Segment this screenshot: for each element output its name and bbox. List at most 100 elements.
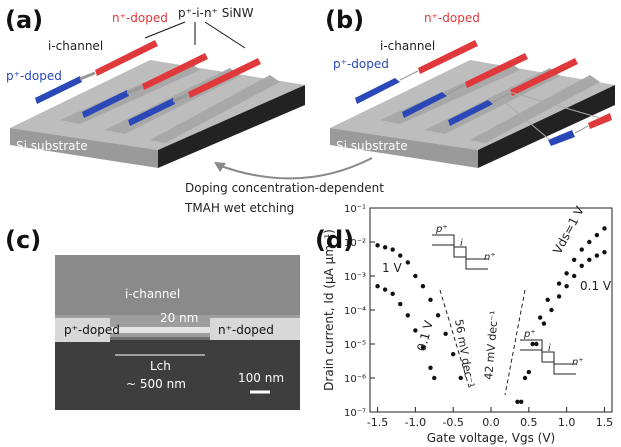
data-point: [522, 375, 528, 381]
data-point: [564, 284, 569, 289]
label: 100 nm: [238, 371, 284, 385]
y-tick-label: 10⁻⁶: [344, 374, 366, 385]
panel-label: (a): [5, 6, 43, 34]
label: n⁺-doped: [112, 11, 168, 25]
label: p⁺-doped: [333, 57, 389, 71]
data-point: [435, 313, 441, 318]
x-tick-label: -1.5: [367, 416, 388, 429]
band-diagram: [520, 339, 576, 375]
chart: -1.5 -1.0 -0.5 0.0 0.5 1.0 1.5 10⁻⁷ 10⁻⁶ 10⁻⁵ 10⁻⁴…: [322, 203, 613, 445]
data-point: [515, 399, 520, 404]
data-point: [382, 245, 388, 250]
data-point: [390, 291, 395, 296]
data-point: [587, 239, 592, 245]
data-point: [390, 247, 395, 252]
label: p⁺-i-n⁺ SiNW: [178, 6, 254, 20]
label: p⁺-doped: [6, 69, 62, 83]
data-point: [587, 257, 592, 262]
fit-line: [439, 289, 471, 391]
inset-label: n⁺: [484, 252, 496, 263]
data-point: [405, 260, 411, 265]
x-tick-label: 0.5: [520, 416, 538, 429]
data-point: [545, 297, 550, 302]
data-point: [541, 321, 547, 326]
x-tick-label: -1.0: [405, 416, 426, 429]
data-point: [549, 307, 554, 313]
data-point: [458, 375, 463, 381]
process-arrow: [217, 157, 373, 180]
data-point: [405, 313, 411, 318]
panel-c: (c) i-channel 20 nm p⁺-doped n⁺-doped Lc…: [5, 226, 300, 410]
label: Lch: [150, 359, 171, 373]
y-tick-label: 10⁻¹: [344, 204, 366, 215]
x-tick-label: -0.5: [442, 416, 463, 429]
label: 20 nm: [160, 311, 198, 325]
y-tick-label: 10⁻⁵: [344, 340, 366, 351]
inset-label: i: [548, 343, 551, 354]
label: ~ 500 nm: [126, 377, 186, 391]
data-point: [556, 281, 562, 286]
panel-label: (c): [5, 226, 41, 254]
inset-label: p⁺: [523, 329, 536, 340]
y-axis-label: Drain current, Id (μA μm⁻¹): [322, 229, 336, 391]
y-tick-label: 10⁻⁴: [344, 306, 366, 317]
data-point: [519, 399, 524, 404]
data-point: [571, 257, 577, 262]
y-tick-label: 10⁻³: [344, 272, 366, 283]
data-point: [602, 226, 607, 231]
data-point: [443, 331, 448, 336]
panel-label: (d): [315, 226, 354, 254]
data-point: [398, 253, 403, 258]
data-point: [534, 341, 539, 347]
panel-a: (a) p⁺-i-n⁺ SiNW n⁺-doped i-channel p⁺-d…: [5, 6, 305, 168]
data-point: [420, 284, 426, 289]
data-point: [450, 352, 456, 357]
plot-frame: [369, 207, 613, 413]
fit-line: [504, 289, 526, 396]
data-point: [594, 232, 600, 238]
data-point: [564, 271, 569, 276]
annotation: 56 mV dec⁻¹: [452, 318, 477, 388]
series-label: 0.1 V: [580, 279, 612, 293]
process-text: Doping concentration-dependent: [185, 181, 384, 195]
data-point: [537, 315, 543, 320]
data-point: [579, 247, 584, 252]
label: i-channel: [48, 39, 103, 53]
data-point: [530, 341, 535, 347]
inset-label: i: [460, 238, 463, 249]
label: p⁺-doped: [64, 323, 120, 337]
data-point: [413, 328, 418, 333]
band-diagram: [432, 234, 488, 270]
label: i-channel: [125, 287, 180, 301]
data-point: [413, 273, 418, 279]
data-point: [602, 250, 607, 255]
y-tick-label: 10⁻²: [344, 238, 366, 249]
data-point: [375, 284, 380, 289]
data-point: [420, 345, 426, 350]
x-tick-label: 0.0: [482, 416, 500, 429]
data-point: [571, 273, 577, 279]
panel-label: (b): [325, 6, 364, 34]
label: n⁺-doped: [218, 323, 274, 337]
x-tick-label: 1.0: [558, 416, 576, 429]
data-point: [428, 365, 433, 370]
series-label: 0.1 V: [414, 318, 436, 352]
inset-label: p⁺: [435, 224, 448, 235]
data-point: [594, 253, 600, 258]
data-point: [382, 287, 388, 292]
annotation: 42 mV dec⁻¹: [482, 310, 501, 380]
label: i-channel: [380, 39, 435, 53]
data-point: [428, 297, 433, 302]
data-point: [375, 243, 380, 248]
label: Si substrate: [16, 139, 88, 153]
process-text: TMAH wet etching: [184, 201, 294, 215]
x-axis-label: Gate voltage, Vgs (V): [427, 431, 555, 445]
x-tick-label: 1.5: [596, 416, 614, 429]
label: n⁺-doped: [424, 11, 480, 25]
data-point: [398, 301, 403, 307]
inset-label: n⁺: [572, 357, 584, 368]
data-point: [556, 294, 562, 299]
series-label: 1 V: [382, 261, 402, 275]
data-point: [526, 369, 532, 375]
